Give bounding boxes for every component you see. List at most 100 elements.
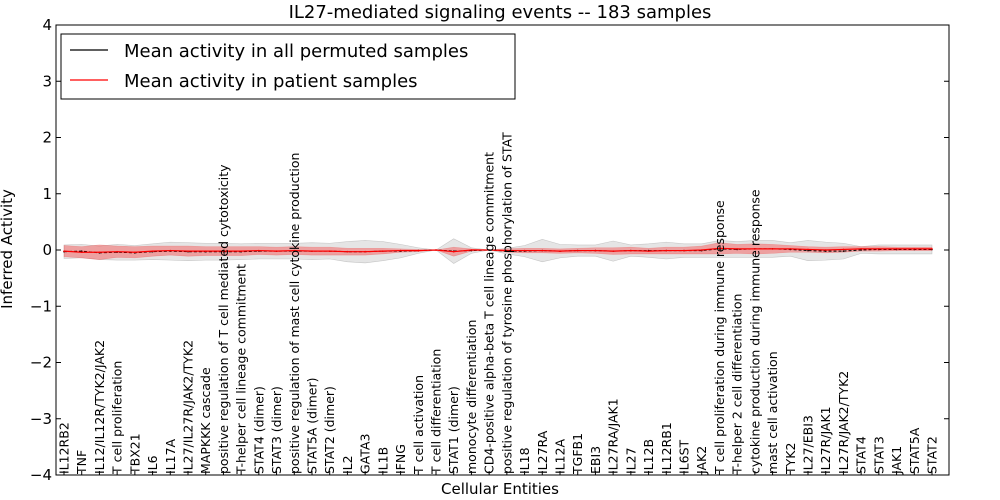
point-patient (134, 251, 136, 254)
point-patient (647, 250, 650, 252)
x-tick-label: TBX21 (127, 433, 142, 475)
x-tick-label: IL27RA/JAK1 (606, 398, 621, 474)
point-patient (842, 248, 845, 251)
point-patient (240, 250, 242, 252)
point-patient (98, 251, 101, 254)
point-patient (736, 248, 738, 250)
point-patient (417, 249, 420, 252)
y-tick-label: 1 (42, 185, 52, 203)
point-patient (895, 248, 898, 250)
x-tick-label: IL1B (375, 447, 390, 474)
x-tick-label: JAK1 (889, 446, 904, 475)
x-tick-label: IL12B (641, 439, 656, 474)
y-ticks: −4 −3 −2 −1 0 1 2 3 4 (30, 16, 949, 484)
point-patient (576, 249, 579, 252)
y-tick-label: 4 (42, 16, 52, 34)
x-tick-label: STAT3 (871, 436, 886, 474)
x-tick-label: IL17A (163, 438, 178, 474)
x-tick-label: IL27R/JAK1 (818, 406, 833, 474)
point-patient (382, 250, 384, 252)
point-patient (452, 250, 455, 253)
point-patient (470, 249, 473, 251)
x-tick-label: STAT5A (dimer) (305, 378, 320, 474)
point-patient (612, 250, 614, 252)
x-tick-label: TNF (74, 450, 89, 475)
x-tick-label: IL6 (145, 455, 160, 474)
y-tick-label: 3 (42, 72, 52, 90)
x-tick-label: STAT1 (dimer) (446, 386, 461, 474)
legend-label-permuted: Mean activity in all permuted samples (124, 41, 468, 62)
point-permuted (824, 250, 827, 252)
y-axis-label: Inferred Activity (0, 189, 16, 309)
x-tick-label: TYK2 (783, 443, 798, 475)
x-tick-label: positive regulation of mast cell cytokin… (287, 153, 302, 474)
point-patient (488, 249, 490, 251)
x-tick-label: T cell proliferation during immune respo… (712, 200, 727, 475)
x-tick-label: STAT3 (dimer) (269, 386, 284, 474)
band-permuted (63, 238, 933, 264)
x-tick-label: IL12/IL12R/TYK2/JAK2 (92, 340, 107, 474)
x-tick-label: GATA3 (358, 434, 373, 474)
point-patient (878, 248, 880, 250)
x-tick-label: STAT4 (854, 436, 869, 474)
point-patient (559, 250, 561, 252)
point-patient (63, 250, 65, 252)
x-tick-label: IL2 (340, 455, 355, 474)
point-patient (541, 249, 544, 252)
point-patient (807, 248, 809, 251)
x-tick-label: IL12RB2 (57, 422, 72, 474)
x-tick-label: T-helper 2 cell differentiation (730, 294, 745, 475)
point-patient (364, 250, 366, 253)
series-lines (63, 247, 933, 254)
legend-box (60, 33, 516, 100)
x-tick-label: mast cell activation (765, 351, 780, 474)
x-tick-label: EBI3 (588, 446, 603, 474)
point-patient (151, 250, 154, 252)
x-tick-label: T-helper cell lineage commitment (234, 264, 249, 475)
point-patient (258, 249, 260, 252)
x-tick-label: T cell proliferation (110, 361, 125, 475)
y-tick-label: −4 (30, 466, 52, 484)
x-tick-label: STAT5A (907, 427, 922, 474)
x-tick-label: monocyte differentiation (464, 320, 479, 474)
x-tick-label: IL18 (517, 447, 532, 474)
point-patient (116, 250, 118, 253)
point-patient (665, 249, 668, 252)
y-tick-label: −3 (30, 410, 52, 428)
confidence-bands (63, 238, 933, 264)
point-patient (204, 250, 207, 252)
x-tick-label: IL6ST (677, 439, 692, 474)
point-patient (80, 251, 83, 254)
x-tick-label: IL27/IL27R/JAK2/TYK2 (181, 340, 196, 474)
x-tick-label: IL27R/JAK2/TYK2 (836, 371, 851, 474)
point-patient (771, 248, 774, 250)
x-tick-label: cytokine production during immune respon… (747, 189, 762, 474)
point-patient (435, 249, 437, 251)
point-patient (594, 249, 597, 252)
point-patient (293, 249, 296, 252)
x-tick-label: IL12RB1 (659, 422, 674, 474)
chart-title: IL27-mediated signaling events -- 183 sa… (289, 2, 712, 23)
point-permuted (842, 250, 845, 252)
x-tick-label: IFNG (393, 444, 408, 474)
x-tick-label: IL27RA (535, 430, 550, 474)
point-patient (523, 249, 526, 252)
point-patient (169, 249, 172, 252)
point-patient (754, 248, 756, 250)
x-tick-label: MAPKKK cascade (198, 367, 213, 474)
point-patient (399, 249, 402, 252)
x-tick-label: positive regulation of tyrosine phosphor… (499, 132, 514, 474)
point-permuted (860, 249, 862, 251)
x-tick-label: TGFB1 (570, 433, 585, 475)
y-tick-label: −2 (30, 354, 52, 372)
x-tick-label: T cell activation (411, 375, 426, 475)
point-patient (931, 248, 933, 250)
x-tick-label: IL27/EBI3 (801, 415, 816, 474)
band-patient (63, 242, 933, 260)
x-tick-label: STAT2 (dimer) (322, 386, 337, 474)
point-patient (718, 247, 721, 250)
point-patient (824, 249, 827, 251)
point-patient (789, 248, 792, 250)
legend: Mean activity in all permuted samples Me… (60, 33, 516, 100)
point-patient (860, 248, 862, 250)
